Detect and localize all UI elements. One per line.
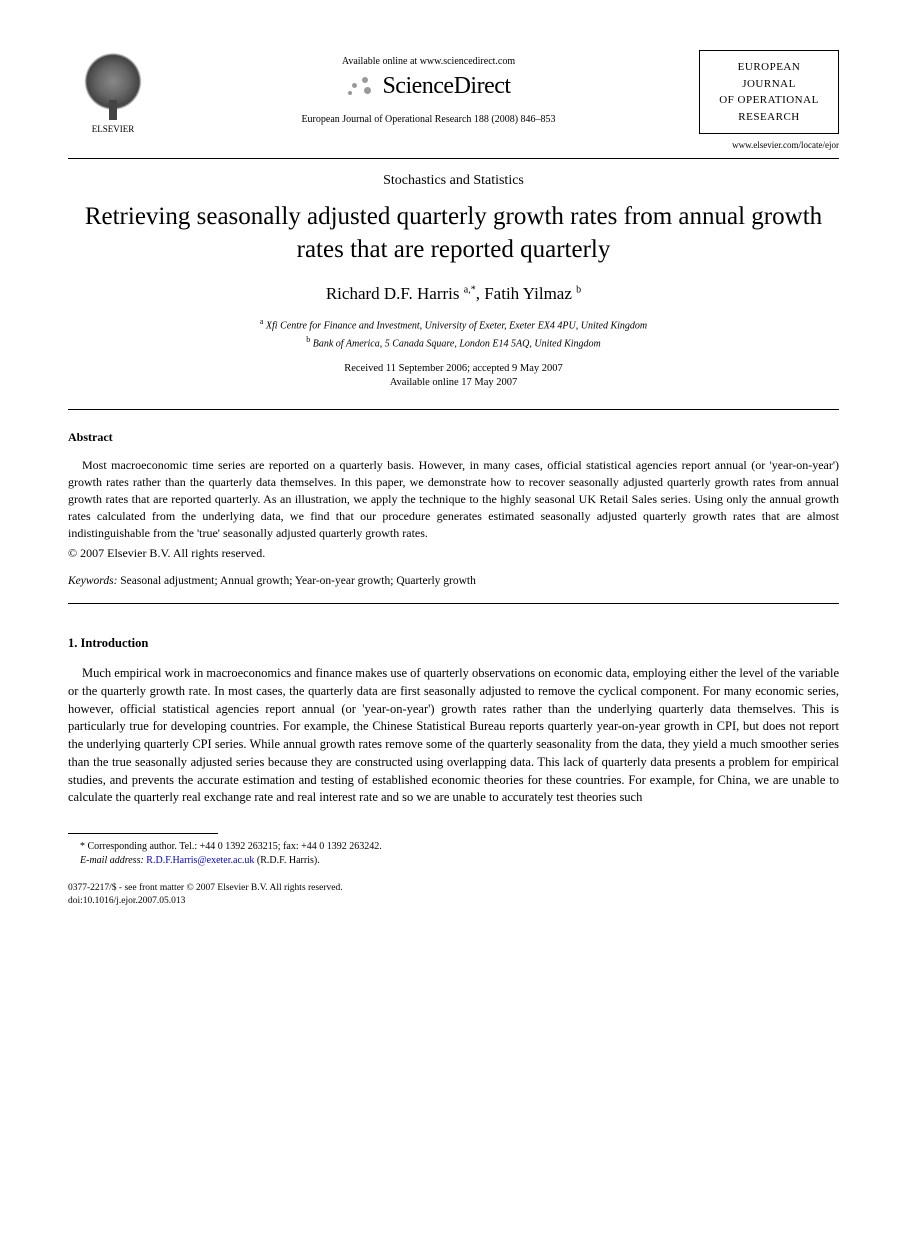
affiliation: b Bank of America, 5 Canada Square, Lond… (68, 334, 839, 352)
footnote-rule (68, 833, 218, 834)
sciencedirect-logo: ScienceDirect (346, 73, 510, 100)
publisher-tree-icon (78, 50, 148, 120)
email-paren: (R.D.F. Harris). (257, 855, 320, 866)
journal-box-line: RESEARCH (704, 109, 834, 126)
abstract-top-rule (68, 409, 839, 410)
abstract-bottom-rule (68, 603, 839, 604)
journal-box-wrapper: EUROPEAN JOURNAL OF OPERATIONAL RESEARCH… (699, 50, 839, 150)
affiliations: a Xfi Centre for Finance and Investment,… (68, 316, 839, 352)
dates-online: Available online 17 May 2007 (68, 376, 839, 391)
journal-box-line: JOURNAL (704, 76, 834, 93)
keywords: Keywords: Seasonal adjustment; Annual gr… (68, 575, 839, 587)
available-online-text: Available online at www.sciencedirect.co… (158, 56, 699, 67)
header-divider (68, 158, 839, 159)
abstract-copyright: © 2007 Elsevier B.V. All rights reserved… (68, 546, 839, 561)
corr-author-text: Corresponding author. Tel.: +44 0 1392 2… (88, 841, 382, 852)
section-1-body: Much empirical work in macroeconomics an… (68, 665, 839, 807)
journal-url[interactable]: www.elsevier.com/locate/ejor (699, 140, 839, 150)
article-dates: Received 11 September 2006; accepted 9 M… (68, 362, 839, 391)
author-mark: a,* (464, 284, 476, 295)
email-footnote: E-mail address: R.D.F.Harris@exeter.ac.u… (68, 854, 839, 868)
front-matter-line: 0377-2217/$ - see front matter © 2007 El… (68, 882, 839, 895)
affil-mark: a (260, 317, 264, 326)
publisher-logo: ELSEVIER (68, 50, 158, 134)
affil-text: Bank of America, 5 Canada Square, London… (313, 338, 601, 349)
corresponding-author: * Corresponding author. Tel.: +44 0 1392… (68, 840, 839, 854)
sd-dots-icon (346, 75, 376, 99)
affiliation: a Xfi Centre for Finance and Investment,… (68, 316, 839, 334)
journal-box-line: EUROPEAN (704, 59, 834, 76)
section-label: Stochastics and Statistics (68, 173, 839, 189)
keywords-text: Seasonal adjustment; Annual growth; Year… (120, 575, 476, 587)
journal-reference: European Journal of Operational Research… (158, 114, 699, 125)
article-title: Retrieving seasonally adjusted quarterly… (68, 201, 839, 266)
affil-mark: b (306, 335, 310, 344)
author-name: Fatih Yilmaz (484, 284, 572, 303)
keywords-label: Keywords: (68, 575, 117, 587)
abstract-heading: Abstract (68, 430, 839, 445)
header-center: Available online at www.sciencedirect.co… (158, 50, 699, 125)
journal-box-line: OF OPERATIONAL (704, 92, 834, 109)
email-link[interactable]: R.D.F.Harris@exeter.ac.uk (146, 855, 254, 866)
email-label: E-mail address: (80, 855, 144, 866)
dates-received: Received 11 September 2006; accepted 9 M… (68, 362, 839, 377)
journal-title-box: EUROPEAN JOURNAL OF OPERATIONAL RESEARCH (699, 50, 839, 134)
doi-line: doi:10.1016/j.ejor.2007.05.013 (68, 895, 839, 908)
publisher-name: ELSEVIER (68, 124, 158, 134)
abstract-body: Most macroeconomic time series are repor… (68, 457, 839, 542)
author-name: Richard D.F. Harris (326, 284, 460, 303)
author-mark: b (576, 284, 581, 295)
header-row: ELSEVIER Available online at www.science… (68, 50, 839, 150)
authors: Richard D.F. Harris a,*, Fatih Yilmaz b (68, 284, 839, 304)
section-1-heading: 1. Introduction (68, 636, 839, 651)
affil-text: Xfi Centre for Finance and Investment, U… (266, 320, 647, 331)
doi-block: 0377-2217/$ - see front matter © 2007 El… (68, 882, 839, 908)
platform-name: ScienceDirect (382, 73, 510, 100)
